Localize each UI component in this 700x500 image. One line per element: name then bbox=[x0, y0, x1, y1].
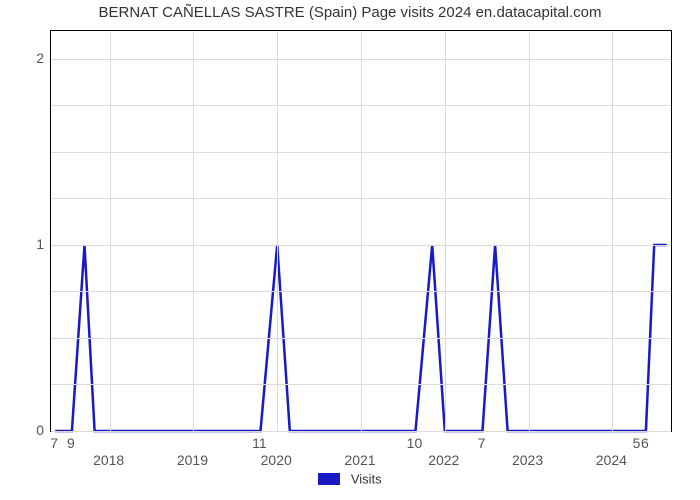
gridline-v bbox=[445, 31, 446, 431]
x-tick-label: 2020 bbox=[261, 452, 292, 468]
legend-swatch bbox=[318, 473, 340, 485]
value-label: 9 bbox=[67, 435, 75, 451]
x-tick-label: 2022 bbox=[428, 452, 459, 468]
y-tick-label: 0 bbox=[24, 422, 44, 438]
value-label: 5 bbox=[633, 435, 641, 451]
plot-area bbox=[50, 30, 672, 432]
legend-label: Visits bbox=[351, 471, 382, 486]
value-label: 7 bbox=[50, 435, 58, 451]
y-tick-label: 2 bbox=[24, 50, 44, 66]
x-tick-label: 2024 bbox=[596, 452, 627, 468]
value-label: 7 bbox=[478, 435, 486, 451]
x-tick-label: 2021 bbox=[344, 452, 375, 468]
y-tick-label: 1 bbox=[24, 236, 44, 252]
x-tick-label: 2018 bbox=[93, 452, 124, 468]
chart-container: BERNAT CAÑELLAS SASTRE (Spain) Page visi… bbox=[0, 0, 700, 500]
legend: Visits bbox=[0, 470, 700, 488]
gridline-h bbox=[51, 431, 671, 432]
chart-title: BERNAT CAÑELLAS SASTRE (Spain) Page visi… bbox=[0, 4, 700, 21]
value-label: 11 bbox=[252, 435, 267, 451]
gridline-v bbox=[361, 31, 362, 431]
x-tick-label: 2023 bbox=[512, 452, 543, 468]
gridline-v bbox=[612, 31, 613, 431]
gridline-v bbox=[110, 31, 111, 431]
value-label: 10 bbox=[407, 435, 423, 451]
x-tick-label: 2019 bbox=[177, 452, 208, 468]
gridline-v bbox=[193, 31, 194, 431]
gridline-v bbox=[277, 31, 278, 431]
value-label: 6 bbox=[641, 435, 649, 451]
gridline-v bbox=[529, 31, 530, 431]
